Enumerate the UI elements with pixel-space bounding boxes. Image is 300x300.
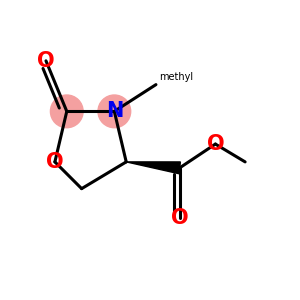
Text: N: N (106, 101, 123, 122)
Polygon shape (126, 162, 180, 174)
Text: methyl: methyl (159, 72, 193, 82)
Text: O: O (46, 152, 64, 172)
Circle shape (50, 95, 83, 128)
Circle shape (98, 95, 131, 128)
Text: O: O (207, 134, 224, 154)
Text: O: O (37, 51, 55, 71)
Text: O: O (171, 208, 188, 228)
